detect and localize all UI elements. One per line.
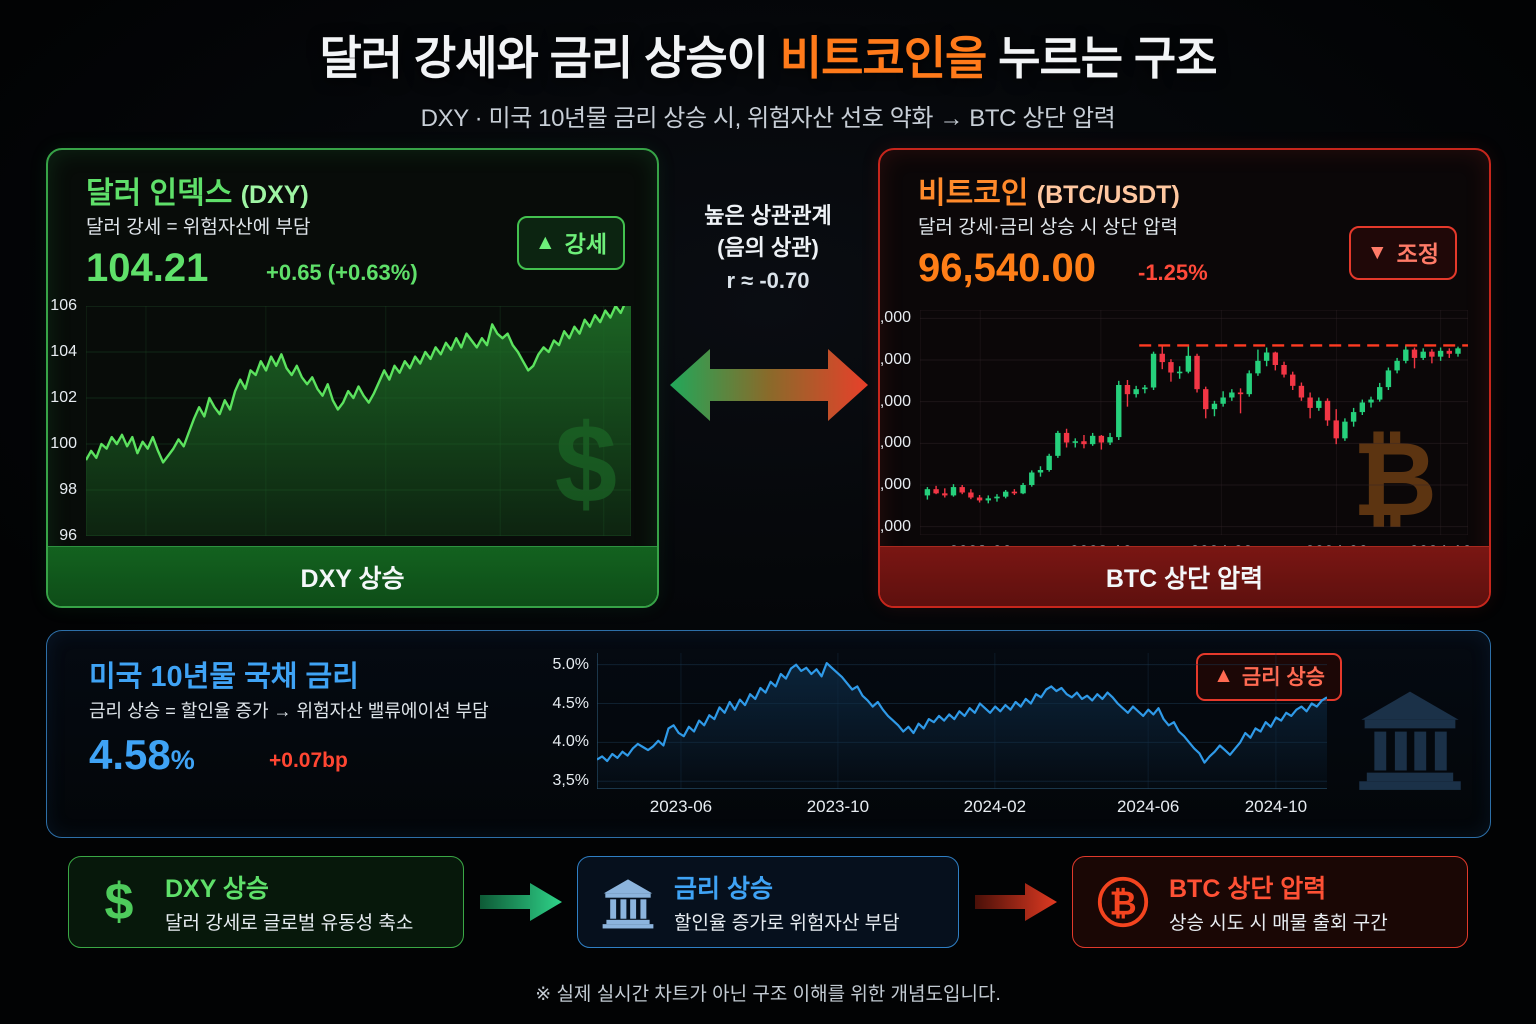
dxy-status-badge: ▲ 강세 (516, 216, 625, 270)
treasury-value: 4.58% (89, 731, 195, 779)
dxy-badge-label: 강세 (564, 231, 607, 257)
btc-title-main: 비트코인 (918, 177, 1029, 210)
btc-chart: 60,00070,00080,00090,000100,000110,00020… (880, 309, 1472, 561)
title-part-1: 달러 강세와 금리 상승이 (319, 32, 780, 84)
axis-y-label: 80,000 (879, 434, 911, 452)
axis-y-label: 106 (50, 297, 77, 314)
axis-y-label: 3,5% (552, 772, 589, 790)
arrow-down-icon: ▼ (1366, 240, 1388, 264)
axis-y-label: 5.0% (552, 655, 589, 673)
arrow-up-icon: ▲ (1213, 664, 1234, 687)
flow-card-btc-title: BTC 상단 압력 (1169, 875, 1327, 903)
btc-status-badge: ▼ 조정 (1348, 226, 1457, 280)
btc-title-sub: (BTC/USDT) (1036, 181, 1180, 209)
correlation-coefficient: r ≈ -0.70 (726, 267, 810, 293)
title-highlight: 비트코인을 (779, 32, 988, 84)
flow-card-dxy: $ DXY 상승 달러 강세로 글로벌 유동성 축소 (68, 856, 464, 948)
btc-badge-label: 조정 (1396, 241, 1439, 267)
dxy-chart-svg (84, 293, 632, 537)
btc-change: -1.25% (1138, 260, 1208, 285)
axis-x-label: 2023-10 (806, 797, 870, 816)
treasury-description: 금리 상승 = 할인율 증가 → 위험자산 밸류에이션 부담 (89, 701, 489, 721)
axis-y-label: 100,000 (879, 351, 911, 368)
footnote: ※ 실제 실시간 차트가 아닌 구조 이해를 위한 개념도입니다. (535, 984, 1001, 1005)
dxy-panel: 달러 인덱스 (DXY) 달러 강세 = 위험자산에 부담 104.21 +0.… (46, 148, 659, 608)
correlation-block: 높은 상관관계 (음의 상관) r ≈ -0.70 (662, 200, 874, 294)
bank-icon (600, 875, 656, 929)
axis-x-label: 2023-06 (649, 797, 713, 816)
flow-arrow-1-wrap (464, 880, 577, 924)
btc-price: 96,540.00 (918, 246, 1096, 290)
axis-y-label: 70,000 (879, 476, 911, 493)
axis-y-label: 110,000 (879, 309, 911, 327)
treasury-title: 미국 10년물 국채 금리 (89, 661, 359, 693)
flow-arrow-2-wrap (959, 880, 1072, 924)
treasury-status-badge: ▲ 금리 상승 (1196, 653, 1342, 701)
axis-x-label: 2024-10 (1244, 797, 1308, 816)
svg-text:₿: ₿ (1109, 885, 1136, 922)
page-subtitle: DXY · 미국 10년물 금리 상승 시, 위험자산 선호 약화 → BTC … (420, 105, 1116, 132)
btc-panel: 비트코인 (BTC/USDT) 달러 강세·금리 상승 시 상단 압력 96,5… (878, 148, 1491, 608)
btc-chart-svg (919, 309, 1469, 536)
title-part-2: 누르는 구조 (986, 32, 1217, 84)
dxy-title-sub: (DXY) (240, 181, 309, 209)
flow-card-dxy-title: DXY 상승 (165, 875, 269, 903)
dollar-sign-icon: $ (104, 873, 134, 931)
btc-banner: BTC 상단 압력 (880, 546, 1489, 606)
flow-card-dxy-sub: 달러 강세로 글로벌 유동성 축소 (165, 913, 414, 934)
dxy-panel-title: 달러 인덱스 (DXY) (86, 168, 309, 212)
treasury-value-number: 4.58 (89, 731, 171, 778)
axis-x-label: 2024-06 (1116, 797, 1180, 816)
axis-y-label: 4.0% (552, 733, 589, 751)
bitcoin-icon: ₿ (1095, 875, 1151, 929)
flow-card-btc: ₿ BTC 상단 압력 상승 시도 시 매물 출회 구간 (1072, 856, 1468, 948)
axis-y-label: 96 (59, 527, 77, 544)
axis-y-label: 4.5% (552, 694, 589, 712)
dxy-banner: DXY 상승 (48, 546, 657, 606)
flow-card-yield: 금리 상승 할인율 증가로 위험자산 부담 (577, 856, 959, 948)
flow-card-btc-sub: 상승 시도 시 매물 출회 구간 (1169, 913, 1388, 934)
axis-y-label: 90,000 (879, 392, 911, 410)
yield-chart: 3,5% 4.0% 4.5% 5.0% 2023-06 2023-10 2024-02 202… (553, 653, 1328, 816)
axis-y-label: 60,000 (879, 517, 911, 535)
treasury-panel: 미국 10년물 국채 금리 금리 상승 = 할인율 증가 → 위험자산 밸류에이… (46, 630, 1491, 838)
axis-y-label: 104 (50, 343, 77, 360)
flow-row: $ DXY 상승 달러 강세로 글로벌 유동성 축소 (68, 854, 1468, 950)
dxy-chart: 96981001021041062023-062023-102024-02202… (50, 293, 635, 562)
btc-description: 달러 강세·금리 상승 시 상단 압력 (918, 217, 1178, 238)
axis-y-label: 98 (59, 481, 77, 498)
page-title: 달러 강세와 금리 상승이 비트코인을 누르는 구조 (0, 22, 1536, 88)
dxy-price: 104.21 (86, 246, 209, 290)
treasury-badge-label: 금리 상승 (1241, 666, 1325, 689)
arrow-right-icon (974, 883, 1057, 921)
flow-card-yield-sub: 할인율 증가로 위험자산 부담 (674, 913, 900, 934)
dxy-title-main: 달러 인덱스 (86, 177, 233, 210)
correlation-line-1: 높은 상관관계 (704, 203, 832, 228)
bidirectional-arrow-icon (670, 349, 868, 421)
flow-card-yield-title: 금리 상승 (674, 875, 773, 903)
arrow-up-icon: ▲ (534, 230, 556, 254)
axis-y-label: 102 (50, 389, 77, 406)
treasury-value-unit: % (170, 745, 195, 775)
correlation-line-2: (음의 상관) (717, 234, 819, 260)
btc-panel-title: 비트코인 (BTC/USDT) (918, 168, 1180, 212)
axis-y-label: 100 (50, 435, 77, 452)
dxy-description: 달러 강세 = 위험자산에 부담 (86, 217, 311, 238)
bank-icon (1359, 691, 1461, 790)
dxy-change: +0.65 (+0.63%) (266, 260, 418, 285)
yield-chart-svg (596, 653, 1328, 790)
axis-x-label: 2024-02 (963, 797, 1027, 816)
arrow-right-icon (479, 883, 562, 921)
treasury-change: +0.07bp (269, 749, 348, 772)
